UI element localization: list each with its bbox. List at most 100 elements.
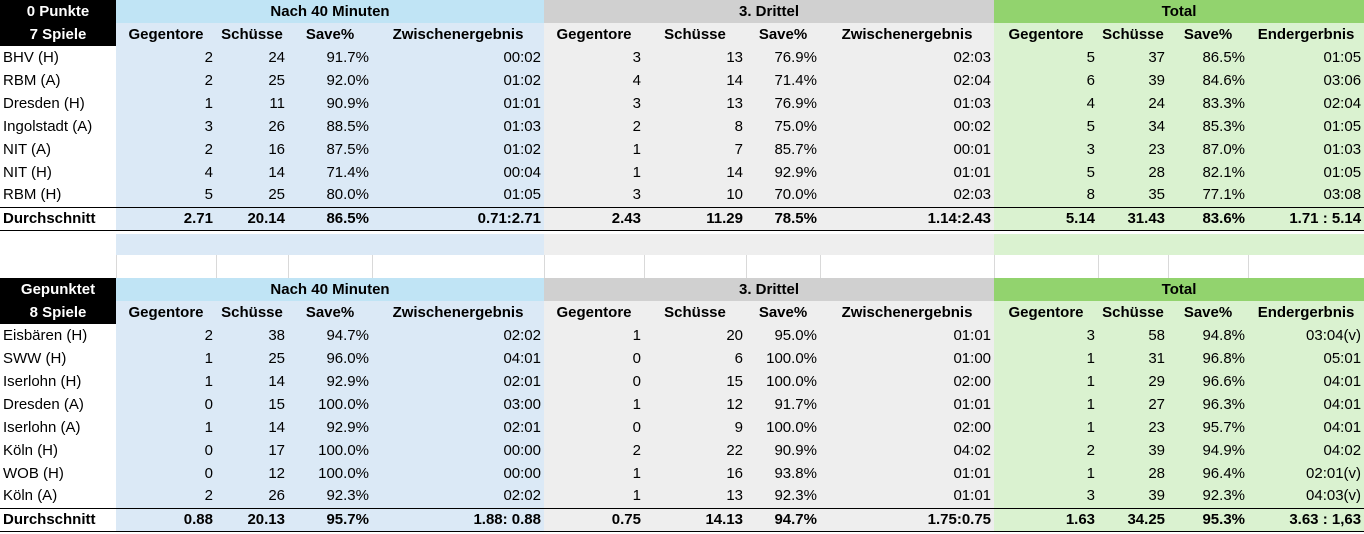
team-cell: Dresden (H) [0, 92, 116, 115]
value-cell: 01:03 [820, 92, 995, 115]
average-cell: 86.5% [288, 206, 372, 231]
value-cell: 100.0% [746, 370, 820, 393]
team-cell: NIT (H) [0, 161, 116, 184]
value-cell: 01:01 [820, 462, 995, 485]
value-cell: 03:06 [1248, 69, 1364, 92]
value-cell: 1 [994, 462, 1099, 485]
value-cell: 01:03 [372, 115, 544, 138]
value-cell: 84.6% [1168, 69, 1249, 92]
value-cell: 04:03(v) [1248, 485, 1364, 508]
value-cell: 1 [994, 347, 1099, 370]
value-cell: 80.0% [288, 184, 372, 207]
value-cell: 100.0% [746, 347, 820, 370]
column-header: Save% [746, 23, 820, 46]
value-cell: 23 [1098, 138, 1169, 161]
average-cell: 2.71 [116, 206, 216, 231]
table-row: Dresden (A) 0 15 100.0% 03:00 1 12 91.7% 01:01 1 2… [0, 393, 1364, 416]
gap-cell [644, 255, 747, 278]
value-cell: 13 [644, 46, 746, 69]
value-cell: 39 [1098, 69, 1169, 92]
column-header: Gegentore [544, 23, 644, 46]
value-cell: 2 [994, 439, 1099, 462]
table-row: BHV (H) 2 24 91.7% 00:02 3 13 76.9% 02:03 5 37 86.5… [0, 46, 1364, 69]
value-cell: 8 [994, 184, 1099, 207]
gap-cell [216, 255, 289, 278]
value-cell: 94.7% [288, 324, 372, 347]
value-cell: 16 [216, 138, 288, 161]
section-title-third-period: 3. Drittel [544, 0, 995, 23]
value-cell: 01:05 [1248, 115, 1364, 138]
value-cell: 90.9% [746, 439, 820, 462]
block-label-line1: Gepunktet [0, 278, 116, 301]
value-cell: 94.9% [1168, 439, 1249, 462]
table-row: SWW (H) 1 25 96.0% 04:01 0 6 100.0% 01:00 1 31 96.8… [0, 347, 1364, 370]
column-header: Schüsse [644, 301, 746, 324]
value-cell: 92.3% [288, 485, 372, 508]
value-cell: 96.3% [1168, 393, 1249, 416]
value-cell: 1 [116, 92, 216, 115]
value-cell: 13 [644, 485, 746, 508]
value-cell: 01:02 [372, 138, 544, 161]
value-cell: 3 [994, 485, 1099, 508]
value-cell: 88.5% [288, 115, 372, 138]
value-cell: 27 [1098, 393, 1169, 416]
table-row: RBM (A) 2 25 92.0% 01:02 4 14 71.4% 02:04 6 39 84.6… [0, 69, 1364, 92]
value-cell: 0 [116, 462, 216, 485]
value-cell: 02:03 [820, 184, 995, 207]
value-cell: 02:01 [372, 416, 544, 439]
value-cell: 24 [216, 46, 288, 69]
value-cell: 01:01 [820, 393, 995, 416]
value-cell: 01:03 [1248, 138, 1364, 161]
value-cell: 01:01 [820, 485, 995, 508]
value-cell: 4 [544, 69, 644, 92]
block-label-line2: 8 Spiele [0, 301, 116, 324]
average-cell: 1.88: 0.88 [372, 507, 544, 532]
gap-cell [288, 255, 373, 278]
team-cell: Dresden (A) [0, 393, 116, 416]
value-cell: 2 [116, 46, 216, 69]
value-cell: 01:05 [1248, 46, 1364, 69]
gap-cell [544, 234, 995, 255]
value-cell: 1 [544, 324, 644, 347]
value-cell: 93.8% [746, 462, 820, 485]
value-cell: 87.5% [288, 138, 372, 161]
gap-cell [1168, 255, 1249, 278]
block-gepunktet: Gepunktet Nach 40 Minuten 3. Drittel Total 8… [0, 278, 1364, 532]
value-cell: 92.0% [288, 69, 372, 92]
table-row: RBM (H) 5 25 80.0% 01:05 3 10 70.0% 02:03 8 35 77.1… [0, 184, 1364, 207]
gap-cell [116, 234, 544, 255]
value-cell: 25 [216, 184, 288, 207]
value-cell: 3 [116, 115, 216, 138]
gap-cell [544, 255, 645, 278]
value-cell: 71.4% [746, 69, 820, 92]
average-cell: 11.29 [644, 206, 746, 231]
average-cell: 2.43 [544, 206, 644, 231]
value-cell: 2 [116, 485, 216, 508]
gap-cell [820, 255, 995, 278]
gap-cell [372, 255, 545, 278]
value-cell: 1 [994, 416, 1099, 439]
value-cell: 02:04 [1248, 92, 1364, 115]
value-cell: 3 [994, 324, 1099, 347]
value-cell: 3 [544, 92, 644, 115]
average-label: Durchschnitt [0, 507, 116, 532]
value-cell: 13 [644, 92, 746, 115]
average-cell: 0.88 [116, 507, 216, 532]
average-cell: 0.71:2.71 [372, 206, 544, 231]
value-cell: 25 [216, 347, 288, 370]
table-row: NIT (H) 4 14 71.4% 00:04 1 14 92.9% 01:01 5 28 82.1… [0, 161, 1364, 184]
value-cell: 03:08 [1248, 184, 1364, 207]
value-cell: 10 [644, 184, 746, 207]
value-cell: 96.4% [1168, 462, 1249, 485]
column-header: Zwischenergebnis [372, 301, 544, 324]
table-row: Iserlohn (A) 1 14 92.9% 02:01 0 9 100.0% 02:00 1 2… [0, 416, 1364, 439]
column-header: Zwischenergebnis [372, 23, 544, 46]
value-cell: 26 [216, 115, 288, 138]
block-label-line2: 7 Spiele [0, 23, 116, 46]
average-cell: 20.13 [216, 507, 288, 532]
value-cell: 4 [116, 161, 216, 184]
value-cell: 12 [216, 462, 288, 485]
value-cell: 96.8% [1168, 347, 1249, 370]
value-cell: 5 [994, 161, 1099, 184]
